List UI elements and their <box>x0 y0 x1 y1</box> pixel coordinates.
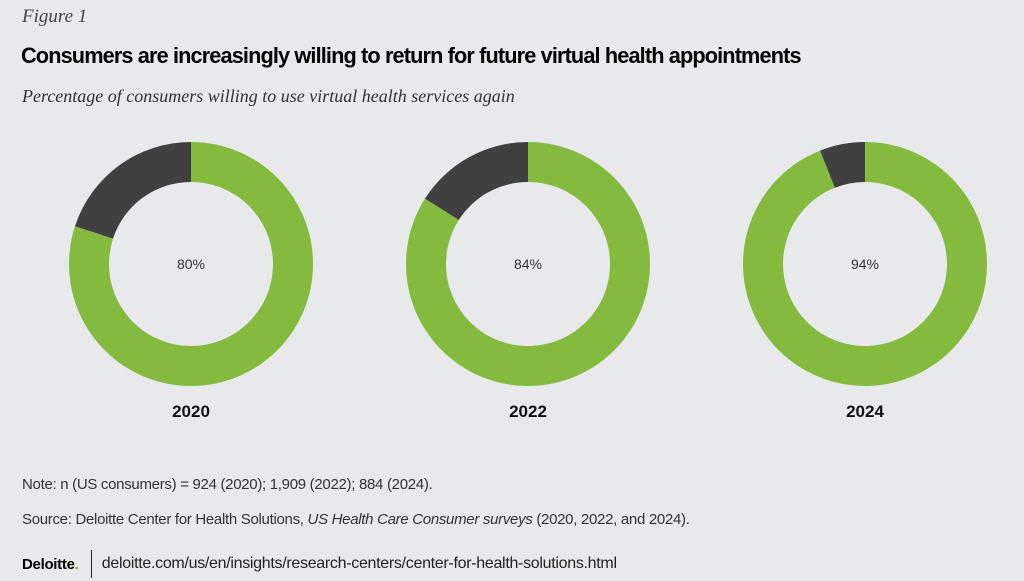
donut-value-label: 80% <box>177 256 205 272</box>
donut-slice-remainder-2024 <box>820 142 865 188</box>
footer-divider <box>90 550 92 578</box>
donut-2020: 80% 2020 <box>68 142 313 421</box>
source-url[interactable]: deloitte.com/us/en/insights/research-cen… <box>101 555 617 572</box>
donut-year-label: 2024 <box>846 402 884 421</box>
donut-year-label: 2020 <box>172 402 210 421</box>
source-prefix: Source: Deloitte Center for Health Solut… <box>22 511 308 528</box>
donut-slice-willing-2022 <box>405 142 650 386</box>
donut-2022: 84% 2022 <box>405 142 650 421</box>
source-suffix: (2020, 2022, and 2024). <box>532 511 690 528</box>
chart-title: Consumers are increasingly willing to re… <box>21 43 802 68</box>
donut-slice-remainder-2020 <box>74 142 191 239</box>
donut-value-label: 84% <box>514 256 542 272</box>
figure-label: Figure 1 <box>22 6 88 27</box>
donut-2024: 94% 2024 <box>743 142 987 421</box>
source-text: Source: Deloitte Center for Health Solut… <box>22 511 690 528</box>
deloitte-logo: Deloitte <box>22 555 75 573</box>
note-text: Note: n (US consumers) = 924 (2020); 1,9… <box>22 476 433 493</box>
chart-subtitle: Percentage of consumers willing to use v… <box>22 86 515 106</box>
source-title: US Health Care Consumer surveys <box>307 511 533 528</box>
donut-value-label: 94% <box>851 256 879 272</box>
donut-year-label: 2022 <box>509 402 547 421</box>
donut-slice-willing-2024 <box>743 142 987 386</box>
donut-slice-remainder-2022 <box>424 142 528 221</box>
deloitte-logo-dot: . <box>74 555 79 573</box>
footer: Deloitte. deloitte.com/us/en/insights/re… <box>22 550 617 578</box>
donut-slice-willing-2020 <box>68 142 313 387</box>
